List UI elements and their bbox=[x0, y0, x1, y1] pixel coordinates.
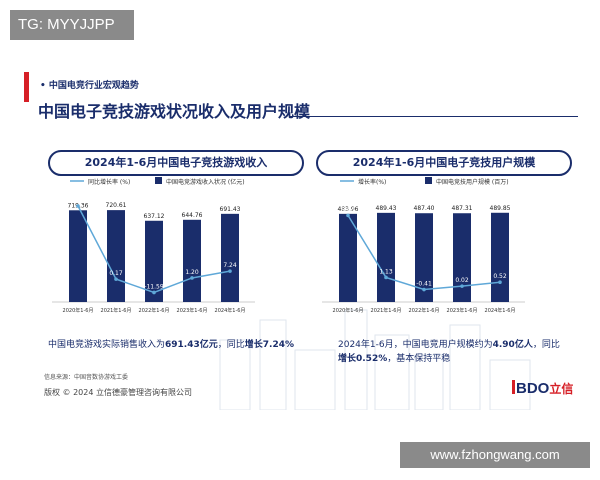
bar-value-label: 637.12 bbox=[144, 213, 165, 220]
bar-value-label: 489.85 bbox=[490, 205, 511, 212]
growth-value-label: 64.69 bbox=[69, 197, 86, 204]
x-tick-label: 2022年1-6月 bbox=[139, 307, 170, 314]
bar bbox=[339, 213, 357, 302]
accent-bar bbox=[24, 72, 29, 102]
bar bbox=[453, 213, 471, 302]
growth-point bbox=[422, 287, 426, 292]
bar-value-label: 489.43 bbox=[376, 205, 397, 212]
logo-bar bbox=[512, 380, 515, 394]
bar bbox=[377, 212, 395, 302]
bar-value-label: 720.61 bbox=[106, 202, 127, 209]
chart-right: 增长率(%) 中国电竞技用户规模 (百万) 483.96 2020年1-6月 489.4… bbox=[322, 177, 525, 314]
note-right-value: 4.90亿人 bbox=[492, 340, 533, 350]
note-left-value: 691.43亿元 bbox=[165, 340, 218, 350]
growth-point bbox=[228, 269, 232, 273]
tg-label: TG: MYYJJPP bbox=[10, 10, 134, 40]
note-left: 中国电竞游戏实际销售收入为691.43亿元，同比增长7.24% bbox=[48, 338, 294, 352]
x-tick-label: 2021年1-6月 bbox=[371, 307, 402, 314]
bar-value-label: 487.31 bbox=[452, 205, 473, 212]
bdo-logo: BDO立信 bbox=[512, 380, 573, 397]
bar bbox=[415, 213, 433, 302]
bar bbox=[221, 213, 239, 302]
x-tick-label: 2022年1-6月 bbox=[409, 307, 440, 314]
bar bbox=[107, 210, 125, 302]
bar bbox=[69, 210, 87, 302]
growth-value-label: 1.20 bbox=[185, 269, 199, 276]
growth-value-label: 0.52 bbox=[493, 273, 507, 280]
note-right-line1b: ，同比 bbox=[532, 340, 560, 350]
chart-right-title: 2024年1-6月中国电子竞技用户规模 bbox=[316, 150, 572, 176]
bar bbox=[491, 212, 509, 302]
growth-point bbox=[114, 277, 118, 281]
growth-value-label: 1.13 bbox=[379, 268, 393, 275]
x-tick-label: 2024年1-6月 bbox=[485, 307, 516, 314]
x-tick-label: 2023年1-6月 bbox=[177, 307, 208, 314]
growth-value-label: 0.02 bbox=[455, 277, 469, 284]
chart-left-title: 2024年1-6月中国电子竞技游戏收入 bbox=[48, 150, 304, 176]
x-tick-label: 2024年1-6月 bbox=[215, 307, 246, 314]
growth-value-label: -11.59 bbox=[144, 283, 164, 290]
note-right-growth: 增长0.52% bbox=[338, 354, 388, 364]
legend-bar-swatch bbox=[155, 177, 162, 184]
bar bbox=[145, 220, 163, 302]
growth-point bbox=[152, 290, 156, 295]
growth-point bbox=[346, 213, 350, 218]
growth-value-label: 0.17 bbox=[109, 270, 123, 277]
bar-value-label: 487.40 bbox=[414, 205, 435, 212]
legend-bar-swatch bbox=[425, 177, 432, 184]
bar bbox=[183, 219, 201, 302]
bar-value-label: 644.76 bbox=[182, 212, 203, 219]
growth-point bbox=[384, 275, 388, 280]
legend-line-label: 增长率(%) bbox=[358, 178, 386, 186]
x-tick-label: 2021年1-6月 bbox=[101, 307, 132, 314]
note-right: 2024年1-6月，中国电竞用户规模约为4.90亿人，同比 增长0.52%，基本… bbox=[338, 338, 578, 366]
note-right-line2b: ，基本保持平稳 bbox=[387, 354, 451, 364]
x-tick-label: 2020年1-6月 bbox=[63, 307, 94, 314]
legend-bar-label: 中国电竞技用户规模 (百万) bbox=[436, 178, 509, 186]
x-tick-label: 2020年1-6月 bbox=[333, 307, 364, 314]
growth-point bbox=[190, 276, 194, 280]
note-left-mid: ，同比 bbox=[217, 340, 245, 350]
x-tick-label: 2023年1-6月 bbox=[447, 307, 478, 314]
growth-value-label: 9.04 bbox=[341, 206, 355, 213]
section-label: • 中国电竞行业宏观趋势 bbox=[40, 81, 139, 91]
growth-point bbox=[460, 284, 464, 288]
logo-cn: 立信 bbox=[549, 382, 574, 396]
legend-bar-label: 中国电竞游戏收入状况 (亿元) bbox=[166, 178, 245, 186]
logo-text: BDO bbox=[516, 380, 550, 397]
title-divider bbox=[290, 116, 578, 117]
legend-line-label: 同比增长率 (%) bbox=[88, 178, 130, 186]
city-skyline-background bbox=[219, 309, 531, 410]
growth-value-label: -0.41 bbox=[416, 281, 432, 288]
watermark: www.fzhongwang.com bbox=[400, 442, 590, 468]
growth-value-label: 7.24 bbox=[223, 262, 237, 269]
bar-value-label: 691.43 bbox=[220, 206, 241, 213]
growth-point bbox=[76, 204, 80, 208]
note-left-prefix: 中国电竞游戏实际销售收入为 bbox=[48, 340, 166, 350]
chart-left: 同比增长率 (%)中国电竞游戏收入状况 (亿元)719.362020年1-6月7… bbox=[52, 177, 255, 314]
main-title: 中国电子竞技游戏状况收入及用户规模 bbox=[38, 102, 311, 121]
note-left-growth: 增长7.24% bbox=[244, 340, 294, 350]
growth-point bbox=[498, 280, 502, 285]
source-note: 信息来源：中国音数协游戏工委 bbox=[44, 374, 129, 381]
copyright: 版权 © 2024 立信德豪管理咨询有限公司 bbox=[44, 388, 192, 397]
note-right-line1a: 2024年1-6月，中国电竞用户规模约为 bbox=[338, 340, 493, 350]
bar-value-label: 483.96 bbox=[338, 206, 359, 213]
